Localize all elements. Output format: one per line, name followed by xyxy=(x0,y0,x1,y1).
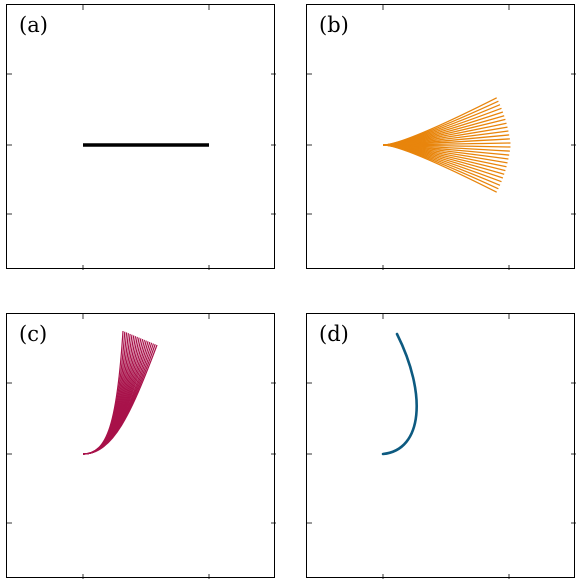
panel-b: (b) xyxy=(306,4,576,270)
panel-a: (a) xyxy=(6,4,276,270)
panel-d-plot xyxy=(307,314,576,579)
panel-b-label: (b) xyxy=(319,13,349,37)
panel-c-plot xyxy=(7,314,276,579)
fan-rod-25 xyxy=(382,144,497,193)
panel-b-plot xyxy=(307,5,576,270)
panel-d-label: (d) xyxy=(319,322,349,346)
curl-curve-19 xyxy=(82,344,158,455)
panel-a-plot xyxy=(7,5,276,270)
curl-curve-0 xyxy=(82,330,124,455)
panel-c-label: (c) xyxy=(19,322,48,346)
panel-d: (d) xyxy=(306,313,576,579)
curl-curve-1 xyxy=(82,331,126,455)
single-curve xyxy=(381,332,418,456)
panel-c: (c) xyxy=(6,313,276,579)
panel-a-label: (a) xyxy=(19,13,48,37)
